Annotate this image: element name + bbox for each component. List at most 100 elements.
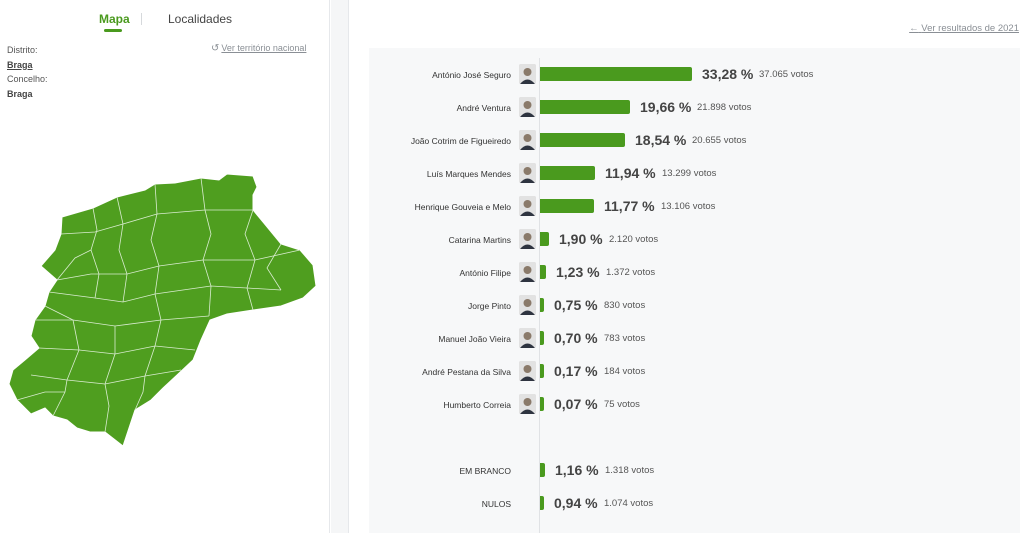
- portrait-icon: [519, 97, 536, 117]
- percentage-label: 33,28 %: [702, 66, 754, 82]
- view-tabs: Mapa Localidades: [0, 12, 330, 34]
- result-bar: [540, 67, 692, 81]
- result-bar: [540, 265, 546, 279]
- votes-label: 13.106 votos: [661, 201, 716, 212]
- undo-icon: ↺: [211, 43, 220, 54]
- candidate-avatar: [519, 229, 536, 249]
- parish-borders: [16, 177, 301, 433]
- votes-label: 830 votos: [604, 300, 646, 311]
- result-bar: [540, 331, 544, 345]
- candidate-name: André Ventura: [456, 103, 511, 113]
- location-info: Distrito: Braga Concelho: Braga: [7, 43, 48, 101]
- candidate-name: António José Seguro: [432, 70, 511, 80]
- result-row[interactable]: NULOS 0,94 % 1.074 votos: [369, 491, 1020, 519]
- candidate-avatar: [519, 163, 536, 183]
- candidate-name: Manuel João Vieira: [438, 334, 511, 344]
- percentage-label: 0,70 %: [554, 330, 598, 346]
- portrait-icon: [519, 295, 536, 315]
- candidate-name: Humberto Correia: [443, 400, 511, 410]
- votes-label: 1.074 votos: [604, 498, 654, 509]
- votes-label: 783 votos: [604, 333, 646, 344]
- result-row[interactable]: António Filipe 1,23 % 1.372 votos: [369, 260, 1020, 288]
- candidate-name: Henrique Gouveia e Melo: [414, 202, 511, 212]
- percentage-label: 1,90 %: [559, 231, 603, 247]
- candidate-name: André Pestana da Silva: [422, 367, 511, 377]
- portrait-icon: [519, 361, 536, 381]
- portrait-icon: [519, 130, 536, 150]
- portrait-icon: [519, 163, 536, 183]
- percentage-label: 11,94 %: [605, 165, 656, 181]
- result-row[interactable]: EM BRANCO 1,16 % 1.318 votos: [369, 458, 1020, 486]
- candidate-avatar: [519, 394, 536, 414]
- results-panel: ← Ver resultados de 2021 António José Se…: [350, 0, 1024, 533]
- candidate-avatar: [519, 196, 536, 216]
- council-outline[interactable]: [8, 173, 317, 447]
- candidate-avatar: [519, 64, 536, 84]
- result-row[interactable]: André Ventura 19,66 % 21.898 votos: [369, 95, 1020, 123]
- national-territory-label: Ver território nacional: [221, 43, 307, 53]
- votes-label: 1.372 votos: [606, 267, 656, 278]
- portrait-icon: [519, 196, 536, 216]
- candidate-name: Jorge Pinto: [468, 301, 511, 311]
- candidate-name: João Cotrim de Figueiredo: [410, 136, 511, 146]
- candidate-name: EM BRANCO: [459, 466, 511, 476]
- national-territory-link[interactable]: ↺ Ver território nacional: [211, 43, 306, 54]
- candidate-name: NULOS: [481, 499, 511, 509]
- candidate-name: António Filipe: [459, 268, 511, 278]
- votes-label: 1.318 votos: [605, 465, 655, 476]
- result-bar: [540, 463, 545, 477]
- result-row[interactable]: André Pestana da Silva 0,17 % 184 votos: [369, 359, 1020, 387]
- district-label: Distrito:: [7, 45, 38, 55]
- portrait-icon: [519, 229, 536, 249]
- panel-divider: [331, 0, 349, 533]
- portrait-icon: [519, 64, 536, 84]
- district-link[interactable]: Braga: [7, 59, 33, 70]
- candidate-name: Catarina Martins: [448, 235, 511, 245]
- percentage-label: 0,75 %: [554, 297, 598, 313]
- percentage-label: 0,07 %: [554, 396, 598, 412]
- council-map[interactable]: [5, 170, 320, 450]
- council-label: Concelho:: [7, 74, 48, 84]
- result-row[interactable]: Manuel João Vieira 0,70 % 783 votos: [369, 326, 1020, 354]
- result-bar: [540, 298, 544, 312]
- result-row[interactable]: António José Seguro 33,28 % 37.065 votos: [369, 62, 1020, 90]
- candidate-name: Luís Marques Mendes: [426, 169, 511, 179]
- previous-results-link[interactable]: ← Ver resultados de 2021: [909, 23, 1019, 34]
- result-bar: [540, 100, 630, 114]
- result-bar: [540, 496, 544, 510]
- votes-label: 21.898 votos: [697, 102, 752, 113]
- result-row[interactable]: Jorge Pinto 0,75 % 830 votos: [369, 293, 1020, 321]
- result-row[interactable]: Henrique Gouveia e Melo 11,77 % 13.106 vot…: [369, 194, 1020, 222]
- portrait-icon: [519, 262, 536, 282]
- result-row[interactable]: Catarina Martins 1,90 % 2.120 votos: [369, 227, 1020, 255]
- percentage-label: 11,77 %: [604, 198, 655, 214]
- candidate-avatar: [519, 295, 536, 315]
- portrait-icon: [519, 328, 536, 348]
- tab-localities[interactable]: Localidades: [168, 12, 233, 26]
- result-bar: [540, 364, 544, 378]
- result-row[interactable]: Luís Marques Mendes 11,94 % 13.299 votos: [369, 161, 1020, 189]
- council-value: Braga: [7, 88, 33, 99]
- portrait-icon: [519, 394, 536, 414]
- left-panel: Mapa Localidades Distrito: Braga Concelh…: [0, 0, 330, 533]
- tab-map[interactable]: Mapa: [99, 12, 130, 26]
- percentage-label: 1,16 %: [555, 462, 599, 478]
- votes-label: 37.065 votos: [759, 69, 814, 80]
- result-bar: [540, 199, 594, 213]
- active-tab-indicator: [104, 29, 122, 32]
- candidate-avatar: [519, 328, 536, 348]
- percentage-label: 19,66 %: [640, 99, 692, 115]
- result-bar: [540, 397, 544, 411]
- votes-label: 75 votos: [604, 399, 640, 410]
- result-row[interactable]: João Cotrim de Figueiredo 18,54 % 20.655 v…: [369, 128, 1020, 156]
- candidate-avatar: [519, 130, 536, 150]
- candidate-avatar: [519, 361, 536, 381]
- result-bar: [540, 232, 549, 246]
- votes-label: 184 votos: [604, 366, 646, 377]
- candidate-avatar: [519, 97, 536, 117]
- previous-results-label: Ver resultados de 2021: [921, 23, 1019, 34]
- percentage-label: 1,23 %: [556, 264, 600, 280]
- tab-divider: [141, 13, 142, 25]
- result-row[interactable]: Humberto Correia 0,07 % 75 votos: [369, 392, 1020, 420]
- votes-label: 13.299 votos: [662, 168, 717, 179]
